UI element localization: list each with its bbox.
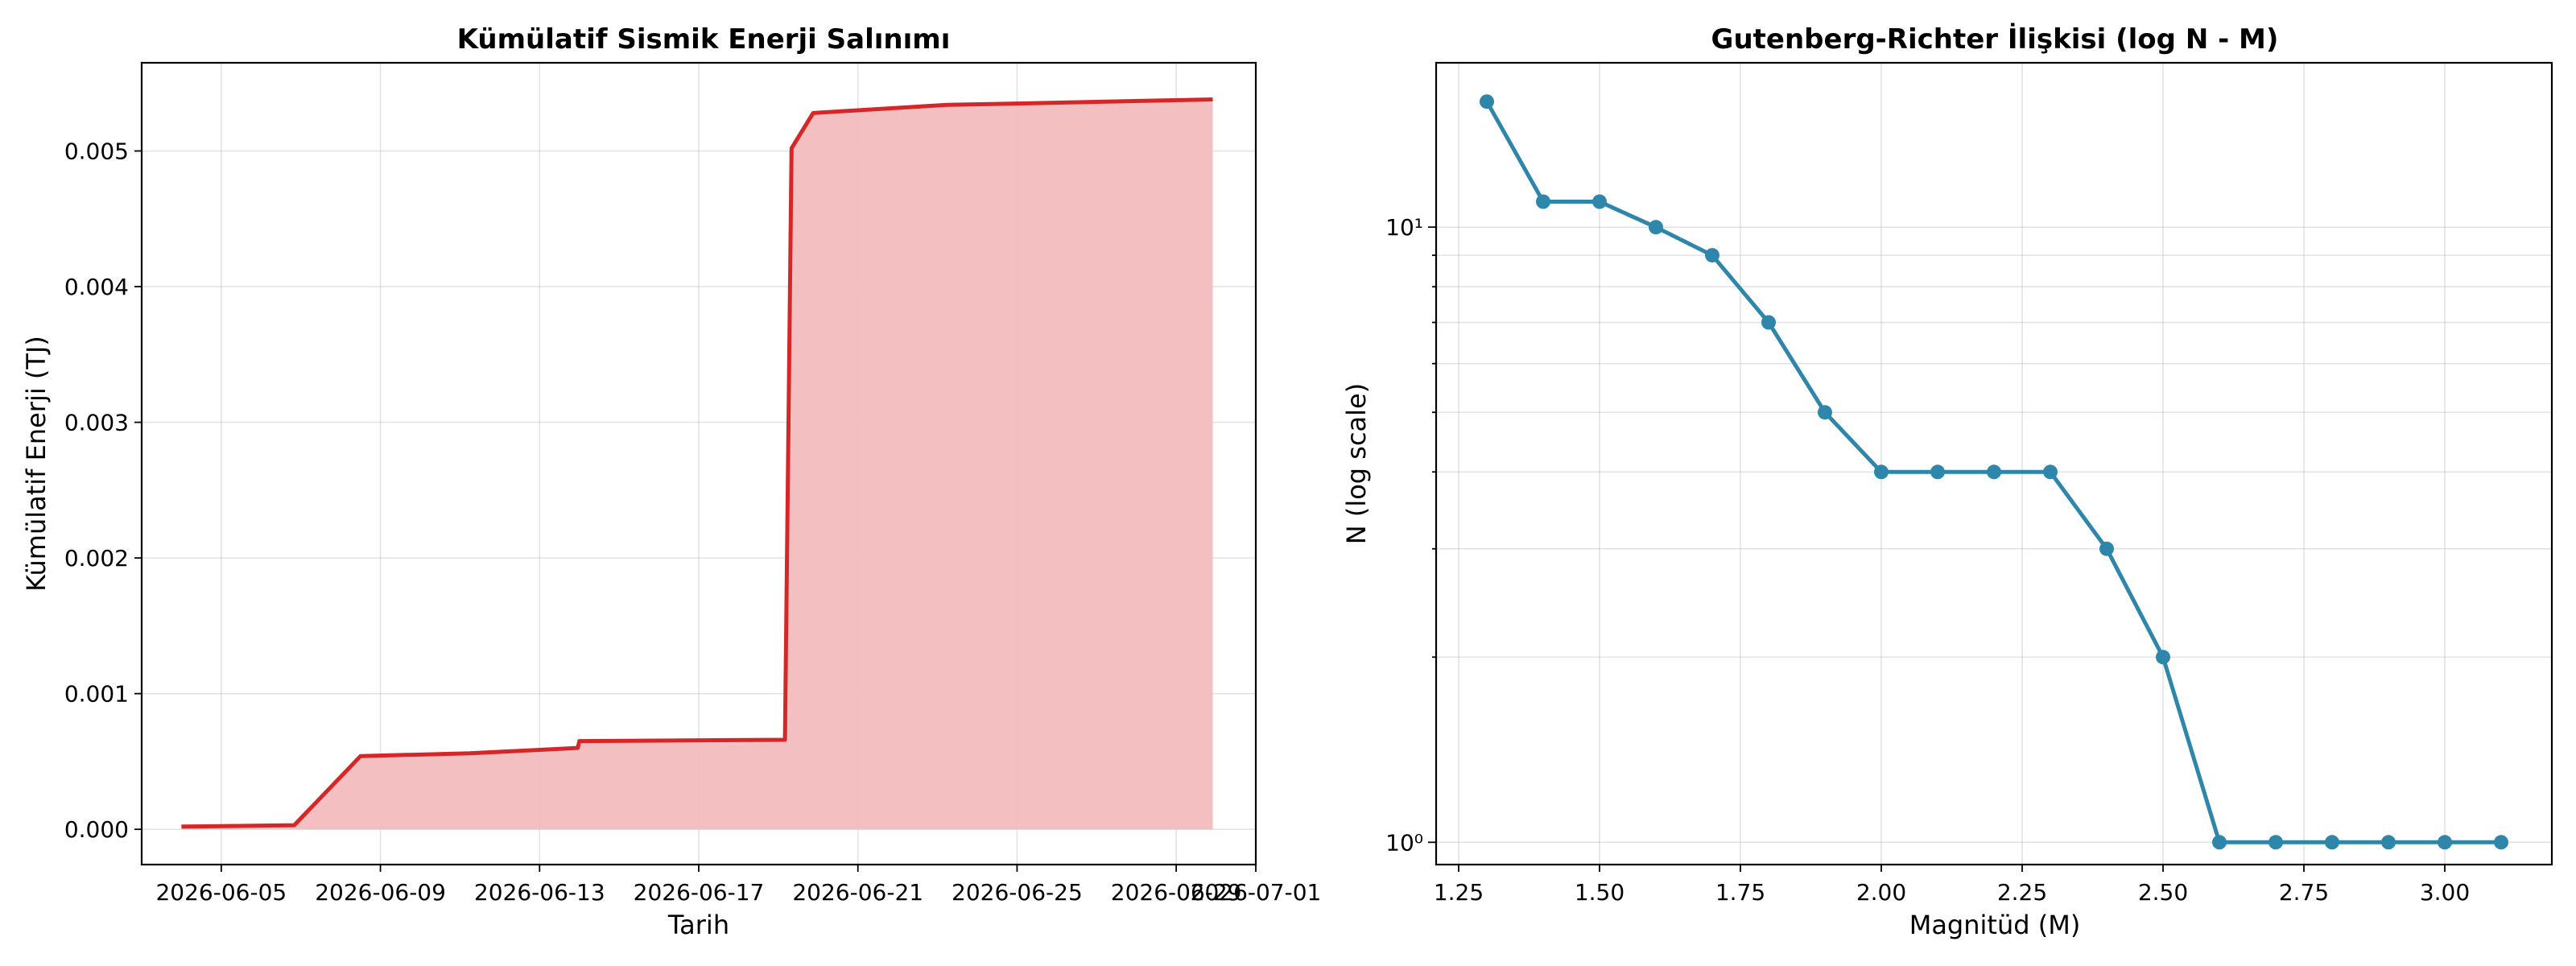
- gutenberg-richter-point: [2156, 650, 2170, 665]
- gutenberg-richter-point: [1818, 405, 1832, 420]
- gutenberg-richter-point: [2268, 835, 2283, 850]
- gutenberg-richter-point: [1761, 315, 1776, 330]
- right-plot-area: [1480, 94, 2508, 850]
- left-chart-title: Kümülatif Sismik Enerji Salınımı: [457, 23, 951, 56]
- gutenberg-richter-chart: Gutenberg-Richter İlişkisi (log N - M) 1…: [1341, 23, 2553, 940]
- gutenberg-richter-point: [1705, 248, 1719, 263]
- left-x-tick-label: 2026-06-13: [474, 879, 605, 906]
- right-ticks: 1.25 1.50 1.75 2.00 2.25 2.50 2.75 3.00 10⁰ 10¹: [1385, 214, 2470, 906]
- right-x-tick-label: 2.25: [1997, 879, 2047, 906]
- cumulative-energy-area: [181, 99, 1213, 830]
- right-x-tick-label: 2.00: [1856, 879, 1906, 906]
- gutenberg-richter-point: [1987, 464, 2001, 480]
- gutenberg-richter-point: [1649, 220, 1663, 235]
- left-y-tick-label: 0.000: [64, 816, 129, 843]
- left-plot-area: [181, 97, 1213, 830]
- right-x-tick-label: 2.50: [2138, 879, 2188, 906]
- left-x-tick-label: 2026-06-17: [634, 879, 765, 906]
- right-chart-title: Gutenberg-Richter İlişkisi (log N - M): [1711, 23, 2279, 56]
- left-x-tick-label: 2026-06-29: [1111, 879, 1242, 906]
- right-x-tick-label: 1.75: [1715, 879, 1765, 906]
- gutenberg-richter-point: [1592, 194, 1607, 209]
- left-y-tick-label: 0.004: [64, 274, 129, 300]
- gutenberg-richter-point: [2381, 835, 2396, 850]
- right-x-tick-label: 1.50: [1575, 879, 1624, 906]
- left-x-tick-label: 2026-06-21: [792, 879, 923, 906]
- right-x-tick-label: 1.25: [1434, 879, 1484, 906]
- gutenberg-richter-point: [1874, 464, 1889, 480]
- right-y-axis-label: N (log scale): [1341, 383, 1372, 544]
- right-grid: [1436, 63, 2552, 865]
- gutenberg-richter-point: [2043, 464, 2058, 480]
- gutenberg-richter-point: [1480, 94, 1494, 109]
- left-ticks: 2026-06-05 2026-06-09 2026-06-13 2026-06-17…: [64, 138, 1322, 906]
- cumulative-energy-line: [181, 97, 1213, 829]
- left-y-tick-label: 0.003: [64, 410, 129, 436]
- left-y-tick-label: 0.005: [64, 138, 129, 165]
- left-y-tick-label: 0.001: [64, 681, 129, 708]
- right-y-tick-label: 10⁰: [1385, 829, 1423, 856]
- gutenberg-richter-point: [2212, 835, 2227, 850]
- gutenberg-richter-point: [2325, 835, 2339, 850]
- left-x-tick-label: 2026-06-25: [952, 879, 1083, 906]
- right-y-tick-label: 10¹: [1385, 214, 1423, 241]
- gutenberg-richter-point: [1930, 464, 1945, 480]
- right-axes-frame: [1435, 61, 2553, 866]
- left-y-tick-label: 0.002: [64, 545, 129, 572]
- gutenberg-richter-point: [1536, 194, 1550, 209]
- left-y-axis-label: Kümülatif Enerji (TJ): [21, 336, 52, 592]
- left-x-tick-label: 2026-06-05: [155, 879, 287, 906]
- left-x-axis-label: Tarih: [667, 910, 729, 940]
- right-x-axis-label: Magnitüd (M): [1909, 910, 2081, 940]
- gutenberg-richter-point: [2494, 835, 2508, 850]
- right-x-tick-label: 2.75: [2279, 879, 2329, 906]
- left-x-tick-label: 2026-06-09: [315, 879, 446, 906]
- left-x-tick-label: 2026-07-01: [1191, 879, 1322, 906]
- cumulative-energy-chart: Kümülatif Sismik Enerji Salınımı 2026-06…: [21, 23, 1321, 940]
- right-x-tick-label: 3.00: [2420, 879, 2470, 906]
- gutenberg-richter-point: [2099, 541, 2114, 556]
- gutenberg-richter-point: [2438, 835, 2452, 850]
